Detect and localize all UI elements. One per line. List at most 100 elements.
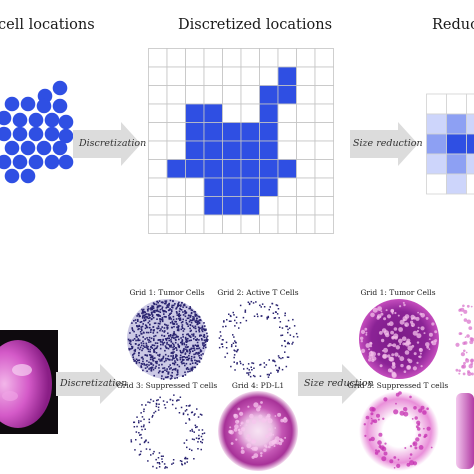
- cell-point: [196, 315, 198, 317]
- cell-point: [251, 362, 253, 364]
- cell-point: [185, 341, 187, 343]
- cell-point: [183, 359, 185, 361]
- cell-point: [146, 308, 149, 311]
- cell-point: [135, 334, 138, 336]
- cell-point: [142, 331, 145, 334]
- cell-point: [186, 349, 188, 352]
- cell-point: [193, 311, 195, 313]
- cell-point: [247, 301, 250, 303]
- cell-point: [183, 342, 185, 344]
- heat-speck: [389, 459, 394, 464]
- cell-dot: [0, 154, 12, 170]
- cell-point: [152, 332, 155, 334]
- heat-speck: [464, 336, 467, 338]
- cell-point: [148, 313, 150, 316]
- cell-point: [185, 405, 188, 407]
- arrow-discretization-bottom: [56, 364, 120, 404]
- cell-point: [153, 329, 155, 331]
- heat-speck: [383, 317, 387, 321]
- heat-speck: [278, 441, 283, 446]
- cell-point: [226, 319, 228, 321]
- cell-point: [155, 303, 158, 306]
- cell-point: [190, 314, 192, 317]
- cell-point: [156, 305, 159, 307]
- cell-point: [161, 319, 164, 322]
- cell-point: [174, 360, 176, 362]
- cell-point: [166, 376, 168, 379]
- cell-point: [170, 339, 172, 341]
- heat-speck: [240, 421, 244, 425]
- cell-point: [234, 369, 236, 371]
- cell-point: [182, 304, 185, 306]
- cell-point: [170, 346, 172, 348]
- heat-speck: [413, 442, 416, 445]
- caption-grid-4: Grid 4: PD-L1: [231, 381, 285, 390]
- cell-point: [156, 309, 159, 311]
- grid-cell: [166, 103, 186, 123]
- cell-dot: [4, 168, 20, 184]
- cell-point: [287, 319, 290, 322]
- heat-speck: [419, 352, 422, 355]
- cell-point: [281, 368, 284, 371]
- heat-speck: [365, 415, 370, 420]
- cell-point: [260, 306, 262, 308]
- heat-speck: [265, 446, 268, 449]
- reduced-cell: [446, 133, 467, 155]
- cell-point: [185, 422, 187, 424]
- cell-point: [188, 349, 191, 352]
- cell-point: [239, 304, 242, 307]
- heat-speck: [403, 407, 408, 412]
- cell-point: [201, 329, 203, 331]
- cell-point: [177, 326, 180, 329]
- cell-point: [288, 342, 290, 345]
- title-discretized-locations: Discretized locations: [178, 17, 333, 33]
- cell-point: [199, 349, 202, 351]
- cell-point: [144, 428, 146, 430]
- heat-speck: [245, 419, 250, 424]
- cell-point: [179, 314, 182, 317]
- reduced-cell: [426, 153, 447, 175]
- cell-point: [274, 311, 277, 313]
- cell-point: [161, 306, 164, 308]
- grid-cell: [185, 66, 205, 86]
- cell-point: [178, 312, 180, 315]
- cell-point: [196, 322, 199, 324]
- cell-point: [141, 363, 144, 365]
- cell-point: [176, 359, 179, 361]
- cell-point: [170, 374, 172, 377]
- cell-point: [164, 376, 167, 379]
- cell-point: [168, 314, 170, 317]
- cell-point: [233, 336, 235, 338]
- heat-speck: [423, 435, 426, 439]
- cell-point: [201, 438, 204, 441]
- reduced-grid-3-suppressed-t-cells: [359, 391, 439, 471]
- cell-point: [164, 310, 166, 313]
- cell-point: [133, 421, 135, 424]
- reduced-cell: [446, 93, 467, 115]
- cell-point: [160, 377, 163, 380]
- cell-point: [155, 362, 157, 364]
- heat-speck: [395, 402, 397, 405]
- cell-point: [171, 334, 174, 337]
- cell-point: [154, 367, 157, 369]
- cell-point: [165, 359, 167, 362]
- cell-point: [149, 401, 151, 404]
- cell-point: [278, 367, 281, 370]
- grid-cell: [296, 214, 316, 234]
- grid-cell: [185, 140, 205, 160]
- cell-point: [153, 339, 155, 342]
- cell-point: [159, 329, 161, 332]
- cell-point: [134, 348, 137, 351]
- cell-point: [147, 350, 150, 353]
- cell-point: [186, 367, 189, 369]
- cell-point: [148, 341, 150, 343]
- cell-point: [156, 318, 158, 320]
- heat-speck: [374, 451, 379, 455]
- cell-point: [198, 361, 201, 363]
- cell-point: [129, 332, 131, 334]
- grid-cell: [240, 103, 260, 123]
- heat-speck: [268, 432, 273, 437]
- cell-point: [252, 302, 255, 304]
- grid-cell: [148, 214, 168, 234]
- cell-point: [265, 364, 268, 366]
